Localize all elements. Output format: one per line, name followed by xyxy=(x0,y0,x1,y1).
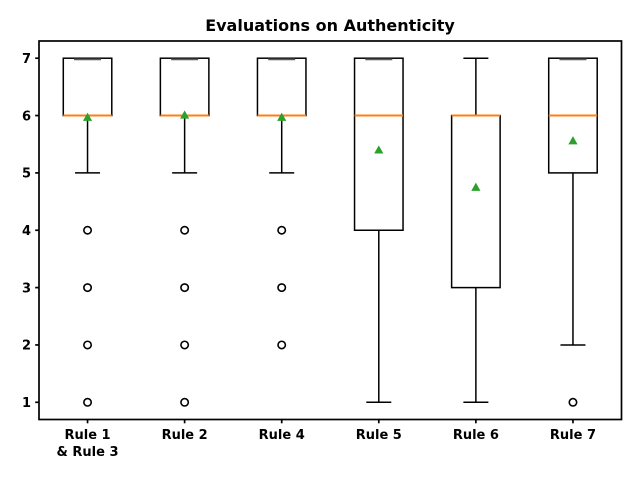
plot-area: 1 2 3 4 5 6 7 Rule 1 & Rule 3 Rule 2 Rule 4 Rule 5 R… xyxy=(22,40,623,460)
mean-marker xyxy=(374,145,384,154)
x-axis-category-label: Rule 1 xyxy=(64,428,110,443)
outlier-point xyxy=(180,283,190,293)
chart-title: Evaluations on Authenticity xyxy=(205,16,455,35)
y-axis-tick-label: 6 xyxy=(22,109,31,124)
y-axis-tick-label: 3 xyxy=(22,281,31,296)
outlier-point xyxy=(277,225,287,235)
box xyxy=(62,57,113,117)
outlier-point xyxy=(180,225,190,235)
mean-marker xyxy=(277,112,287,121)
box xyxy=(353,57,404,231)
mean-marker xyxy=(568,136,578,145)
y-axis-tick-label: 5 xyxy=(22,167,31,182)
outlier-point xyxy=(83,397,93,407)
outlier-point xyxy=(83,340,93,350)
mean-marker xyxy=(471,182,481,191)
outlier-point xyxy=(568,397,578,407)
x-axis-category-label: & Rule 3 xyxy=(57,445,119,460)
x-axis-category-label: Rule 2 xyxy=(162,428,208,443)
x-axis-category-label: Rule 6 xyxy=(453,428,499,443)
box xyxy=(256,57,307,117)
outlier-point xyxy=(180,397,190,407)
y-axis-tick-label: 7 xyxy=(22,52,31,67)
plot-frame xyxy=(38,40,623,421)
x-axis-category-label: Rule 4 xyxy=(259,428,305,443)
box xyxy=(450,114,501,289)
y-axis-tick-label: 1 xyxy=(22,396,31,411)
outlier-point xyxy=(83,225,93,235)
outlier-point xyxy=(83,283,93,293)
outlier-point xyxy=(277,283,287,293)
box xyxy=(159,57,210,117)
outlier-point xyxy=(180,340,190,350)
outlier-point xyxy=(277,340,287,350)
mean-marker xyxy=(180,110,190,119)
x-axis-category-label: Rule 7 xyxy=(550,428,596,443)
mean-marker xyxy=(82,112,93,121)
y-axis-tick-label: 2 xyxy=(22,339,31,354)
y-axis-tick-label: 4 xyxy=(22,224,31,239)
x-axis-category-label: Rule 5 xyxy=(356,428,402,443)
